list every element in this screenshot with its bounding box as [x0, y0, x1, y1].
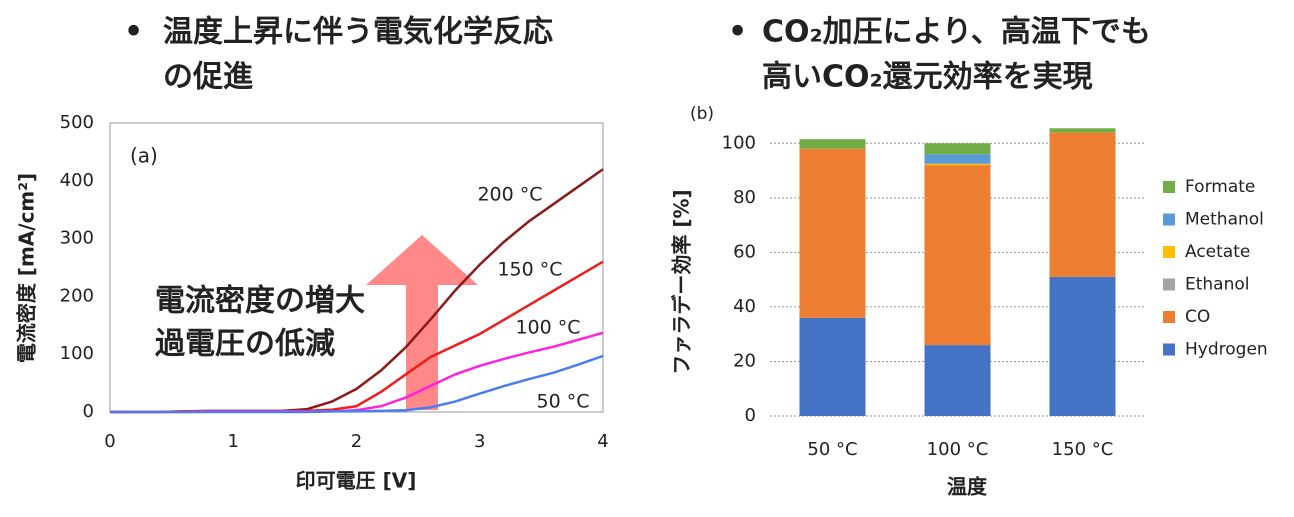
y-tick-label: 0: [745, 405, 756, 426]
bar-segment: [924, 345, 991, 416]
x-tick-label: 2: [351, 431, 362, 452]
y-tick-label: 300: [60, 228, 94, 249]
legend-label: CO: [1185, 307, 1210, 327]
annotation: (a): [130, 144, 158, 168]
series-label: 100 °C: [515, 317, 580, 339]
x-tick-label: 150 °C: [1052, 439, 1114, 460]
headline: の促進: [163, 60, 253, 95]
x-tick-label: 1: [228, 431, 239, 452]
y-tick-label: 0: [83, 401, 94, 422]
bar-segment: [799, 317, 866, 416]
bar-segment: [1049, 128, 1116, 133]
y-tick-label: 60: [733, 241, 756, 262]
x-tick-label: 4: [597, 431, 608, 452]
legend-swatch: [1163, 311, 1175, 323]
x-tick-label: 3: [474, 431, 485, 452]
headline: 高いCO₂還元効率を実現: [762, 60, 1093, 95]
bar-segment: [799, 148, 866, 318]
bar-segment: [924, 154, 991, 164]
bar-segment: [924, 143, 991, 155]
series-label: 50 °C: [537, 391, 590, 413]
arrow: [366, 235, 478, 410]
legend-label: Formate: [1185, 177, 1255, 197]
legend-label: Hydrogen: [1185, 340, 1268, 360]
bar-segment: [924, 165, 991, 346]
legend-swatch: [1163, 343, 1175, 356]
legend-swatch: [1163, 278, 1175, 291]
x-axis-title: 温度: [947, 475, 988, 499]
y-tick-label: 100: [60, 343, 94, 364]
x-tick-label: 50 °C: [807, 439, 857, 460]
bar-segment: [1049, 132, 1116, 277]
bullet: •: [728, 15, 747, 50]
y-axis-title: ファラデー効率 [%]: [670, 189, 694, 374]
bar-segment: [1049, 276, 1116, 416]
line: [110, 354, 604, 414]
y-axis-title: 電流密度 [mA/cm²]: [15, 173, 39, 363]
x-tick-label: 0: [104, 431, 115, 452]
y-tick-label: 80: [733, 187, 756, 208]
y-tick-label: 400: [60, 170, 94, 191]
y-tick-label: 100: [722, 132, 756, 153]
legend-label: Ethanol: [1185, 275, 1250, 295]
headline: CO₂加圧により、高温下でも: [762, 15, 1151, 50]
callout: 過電圧の低減: [155, 327, 335, 362]
x-axis-title: 印可電圧 [V]: [296, 469, 417, 493]
y-tick-label: 40: [733, 296, 756, 317]
bullet: •: [124, 15, 143, 50]
legend-label: Methanol: [1185, 210, 1264, 230]
legend-swatch: [1163, 213, 1175, 226]
headline: 温度上昇に伴う電気化学反応: [163, 15, 553, 50]
y-tick-label: 200: [60, 285, 94, 306]
bar-segment: [799, 139, 866, 149]
legend-swatch: [1163, 246, 1175, 258]
bar-segment: [924, 163, 991, 166]
annotation: (b): [690, 104, 714, 124]
legend-label: Acetate: [1185, 242, 1250, 262]
callout: 電流密度の増大: [155, 284, 365, 319]
x-tick-label: 100 °C: [927, 439, 989, 460]
y-tick-label: 20: [733, 350, 756, 371]
series-label: 200 °C: [477, 184, 542, 206]
y-tick-label: 500: [60, 112, 94, 133]
series-label: 150 °C: [497, 259, 562, 281]
legend-swatch: [1163, 181, 1175, 193]
